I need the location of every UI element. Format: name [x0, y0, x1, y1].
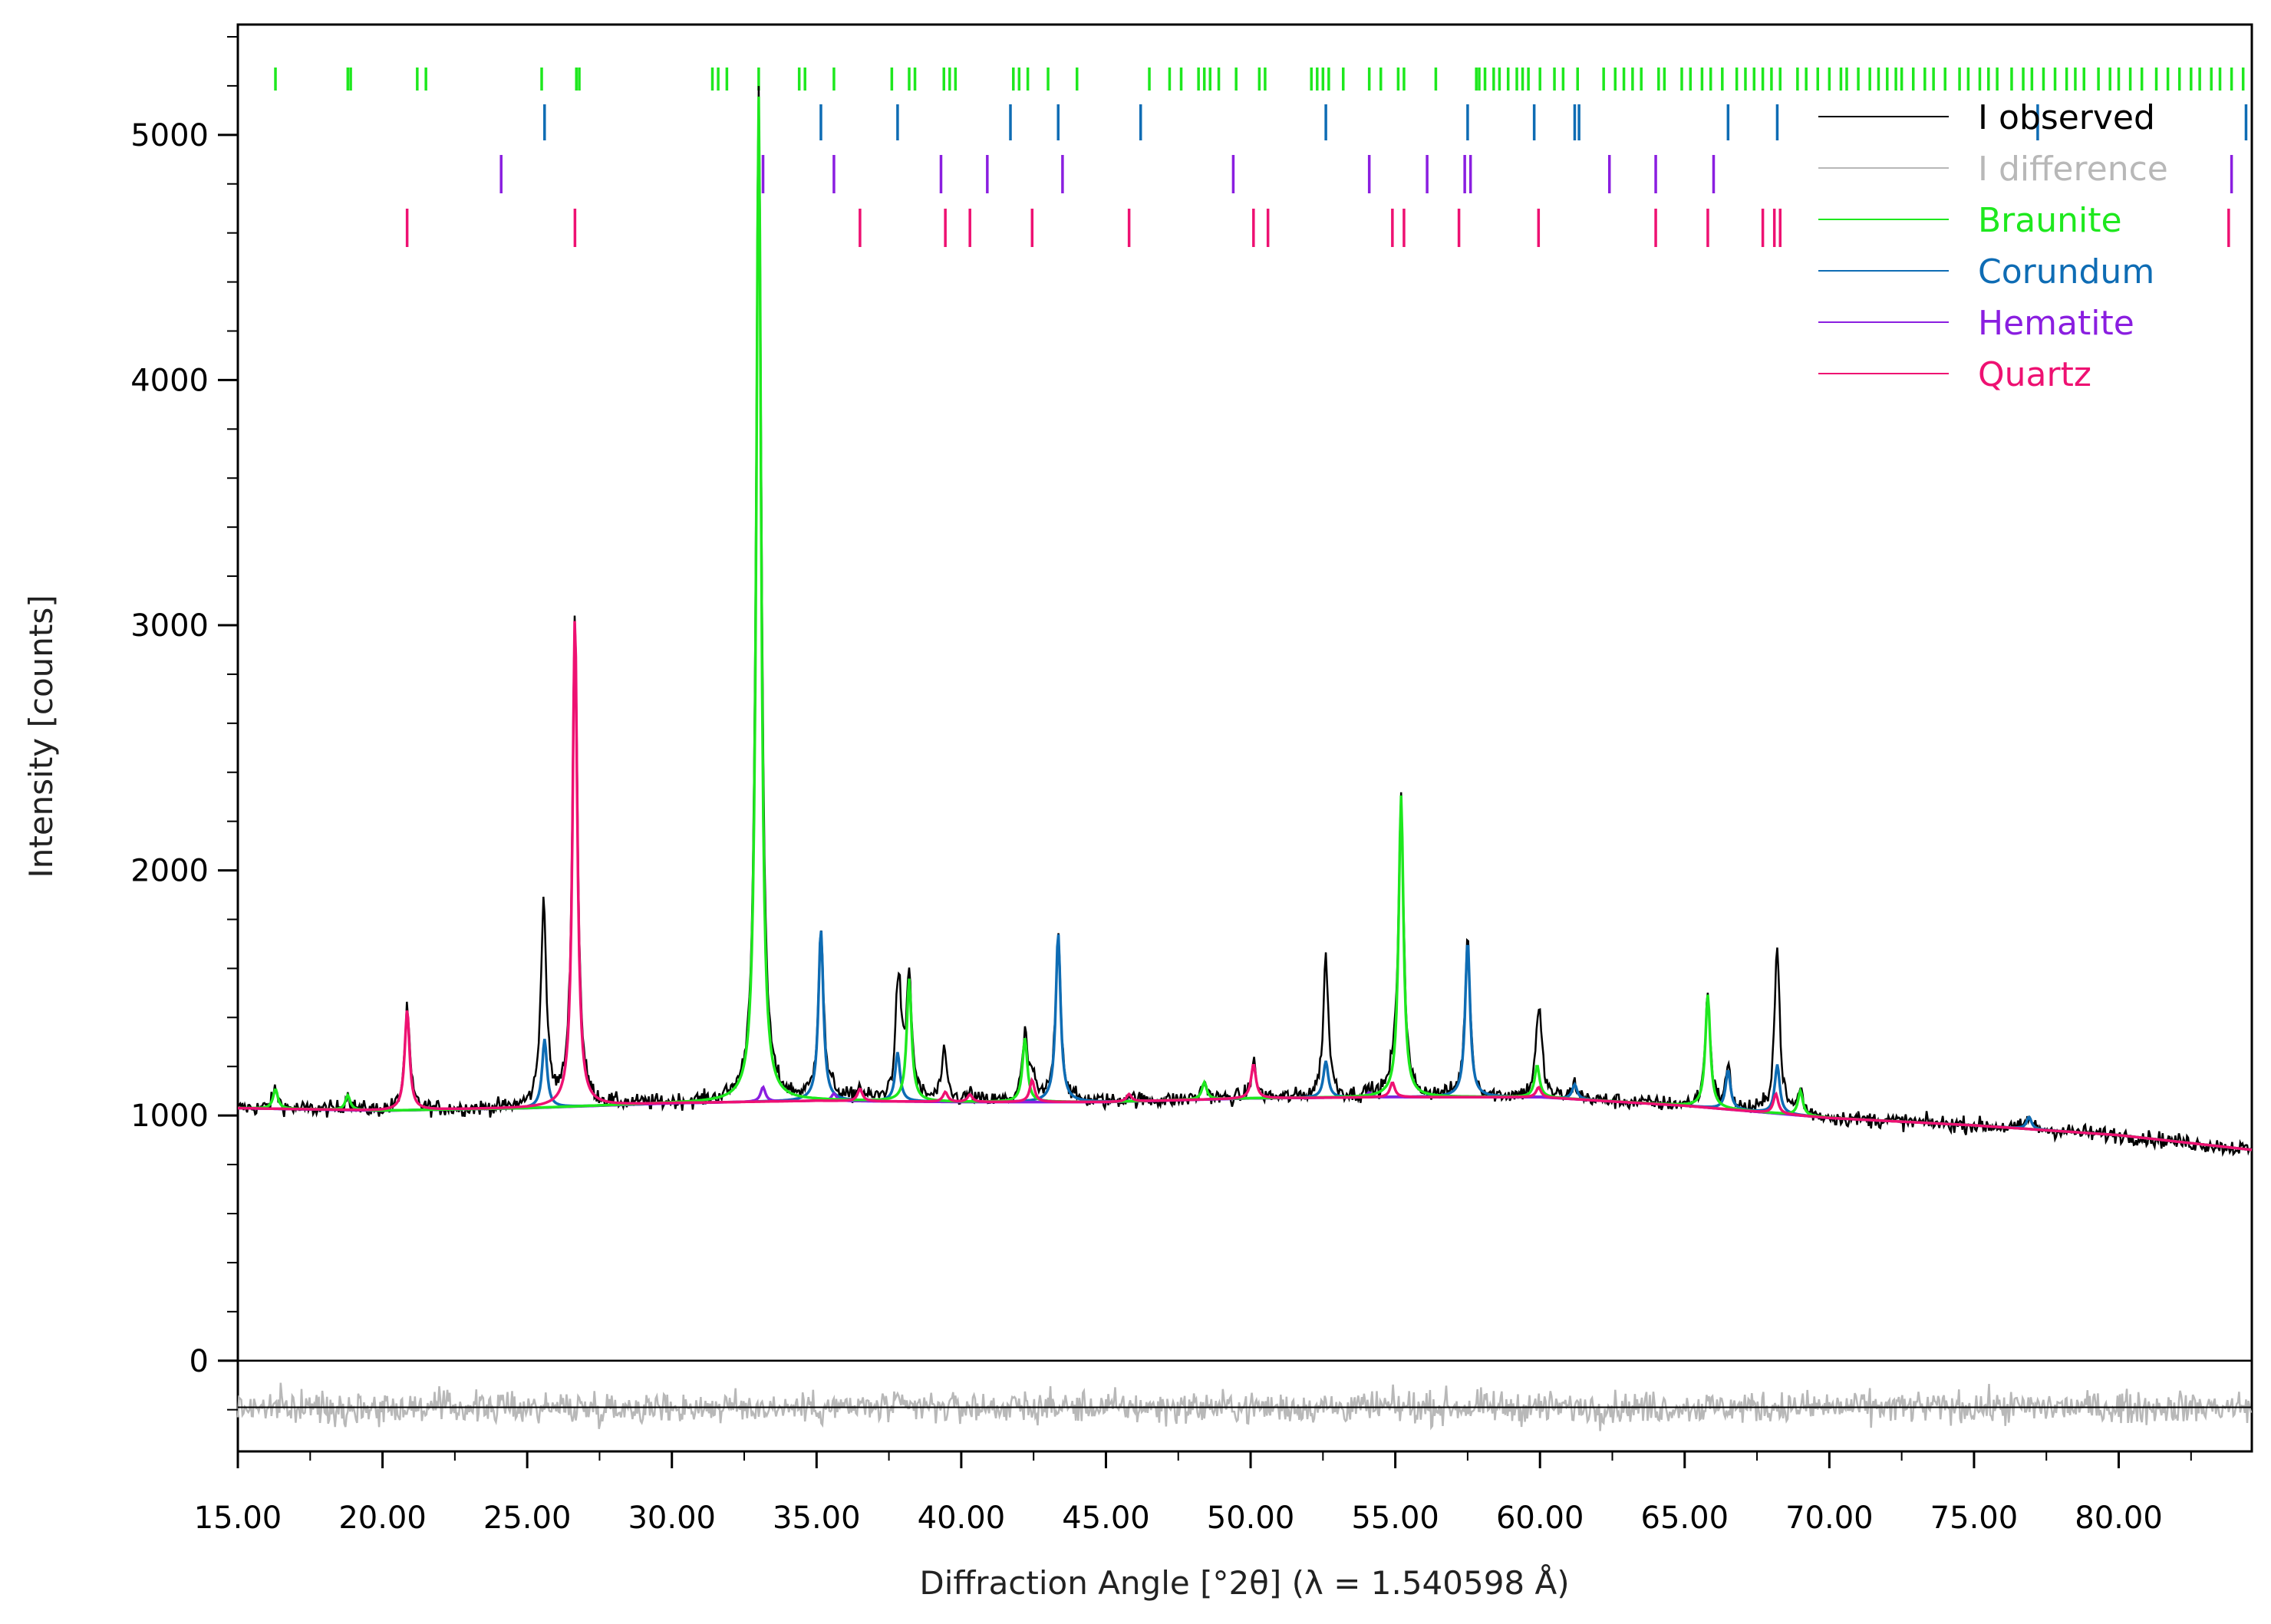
x-tick-label: 60.00	[1496, 1500, 1584, 1536]
y-tick-label: 5000	[130, 118, 209, 153]
calculated-line-quartz	[238, 621, 2253, 1151]
y-tick-label: 0	[190, 1344, 209, 1379]
x-tick-label: 25.00	[483, 1500, 572, 1536]
x-axis-title: Diffraction Angle [°2θ] (λ = 1.540598 Å)	[919, 1563, 1569, 1602]
x-tick-label: 30.00	[628, 1500, 716, 1536]
plot-frame	[236, 23, 2253, 1453]
pattern-curves	[237, 86, 2253, 1158]
y-tick-label: 2000	[130, 854, 209, 889]
difference-line	[236, 1382, 2253, 1431]
legend-label: I observed	[1978, 98, 2155, 137]
y-tick-label: 3000	[130, 608, 209, 644]
x-tick-label: 55.00	[1351, 1500, 1439, 1536]
x-tick-label: 80.00	[2075, 1500, 2163, 1536]
legend-label: Braunite	[1978, 201, 2122, 240]
y-axis-title: Intensity [counts]	[22, 595, 60, 878]
legend-label: Corundum	[1978, 252, 2154, 292]
x-tick-label: 65.00	[1641, 1500, 1729, 1536]
x-tick-label: 20.00	[338, 1500, 427, 1536]
x-tick-label: 35.00	[773, 1500, 861, 1536]
x-tick-label: 40.00	[918, 1500, 1006, 1536]
legend-label: Hematite	[1978, 304, 2134, 343]
calculated-line-corundum	[238, 931, 2253, 1151]
legend: I observed I difference Braunite Corundum He…	[1818, 98, 2168, 394]
observed-line	[237, 86, 2253, 1158]
legend-label: I difference	[1978, 150, 2168, 189]
reflection-markers	[274, 68, 2248, 247]
y-tick-label: 1000	[130, 1099, 209, 1134]
x-tick-label: 15.00	[194, 1500, 282, 1536]
x-tick-label: 45.00	[1062, 1500, 1150, 1536]
legend-label: Quartz	[1978, 355, 2091, 394]
axes: 15.00 20.00 25.00 30.00 35.00 40.00 45.00 50.00…	[130, 35, 2192, 1536]
y-tick-label: 4000	[130, 363, 209, 398]
x-tick-label: 70.00	[1785, 1500, 1874, 1536]
difference-curve	[236, 1359, 2253, 1431]
x-tick-label: 50.00	[1207, 1500, 1295, 1536]
x-tick-label: 75.00	[1930, 1500, 2019, 1536]
